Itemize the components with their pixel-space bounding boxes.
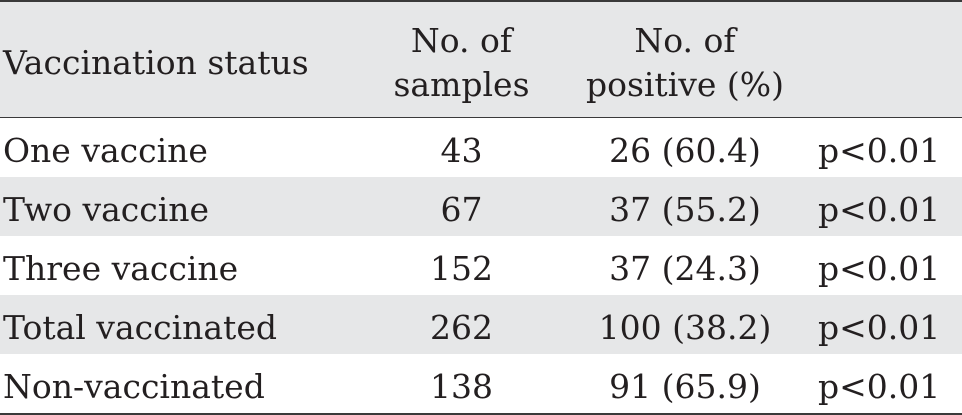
row-positive: 26 (60.4) <box>609 131 761 170</box>
row-status: Three vaccine <box>3 249 239 288</box>
row-p-value: p<0.01 <box>818 131 941 170</box>
header-positive-line2: positive (%) <box>585 65 785 104</box>
table-header: Vaccination status No. of samples No. of… <box>0 0 962 118</box>
header-samples-line1: No. of <box>410 21 513 60</box>
row-positive: 37 (24.3) <box>609 249 761 288</box>
row-positive: 37 (55.2) <box>609 190 761 229</box>
row-p-value: p<0.01 <box>818 367 941 406</box>
header-vaccination-status: Vaccination status <box>3 43 309 82</box>
row-status: Two vaccine <box>3 190 210 229</box>
table-row: Two vaccine 67 37 (55.2) p<0.01 <box>0 177 962 236</box>
table-bottom-rule <box>0 413 962 415</box>
row-positive: 100 (38.2) <box>598 308 772 347</box>
row-status: Total vaccinated <box>3 308 277 347</box>
row-p-value: p<0.01 <box>818 190 941 229</box>
row-samples: 262 <box>430 308 493 347</box>
table-row: Total vaccinated 262 100 (38.2) p<0.01 <box>0 295 962 354</box>
header-samples-line2: samples <box>393 65 530 104</box>
row-status: One vaccine <box>3 131 208 170</box>
table-row: Non-vaccinated 138 91 (65.9) p<0.01 <box>0 354 962 413</box>
header-samples: No. of samples <box>380 19 543 107</box>
row-p-value: p<0.01 <box>818 249 941 288</box>
row-samples: 43 <box>440 131 483 170</box>
row-samples: 152 <box>430 249 493 288</box>
row-positive: 91 (65.9) <box>609 367 761 406</box>
table-row: One vaccine 43 26 (60.4) p<0.01 <box>0 118 962 177</box>
row-p-value: p<0.01 <box>818 308 941 347</box>
header-positive-line1: No. of <box>634 21 736 60</box>
row-samples: 67 <box>440 190 483 229</box>
table-row: Three vaccine 152 37 (24.3) p<0.01 <box>0 236 962 295</box>
row-samples: 138 <box>430 367 493 406</box>
row-status: Non-vaccinated <box>3 367 265 406</box>
header-positive: No. of positive (%) <box>585 19 785 107</box>
